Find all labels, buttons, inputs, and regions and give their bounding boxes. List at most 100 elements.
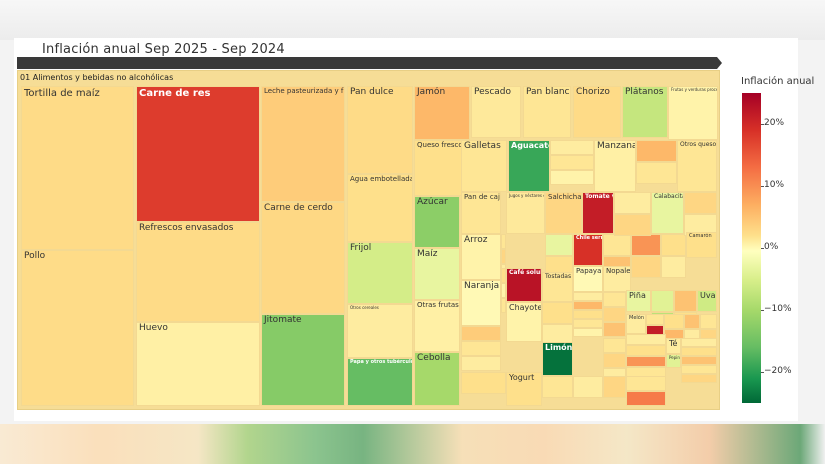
treemap-tile-minor[interactable] [636, 140, 677, 162]
treemap-tile-minor[interactable] [501, 298, 506, 313]
treemap-tile-minor[interactable] [573, 328, 603, 337]
treemap-tile-minor[interactable] [501, 234, 506, 249]
treemap-tile-minor[interactable] [603, 353, 626, 368]
treemap-tile-salchichas[interactable]: Salchichas [545, 192, 582, 234]
treemap-tile-aguacate[interactable]: Aguacate [508, 140, 550, 192]
treemap-tile-otros-quesos[interactable]: Otros quesos [677, 140, 717, 192]
pathbar[interactable] [17, 57, 717, 69]
treemap-tile-frijol[interactable]: Frijol [347, 242, 413, 304]
treemap-tile-pepino[interactable]: Pepino [666, 354, 681, 368]
treemap-tile-minor[interactable] [603, 376, 626, 398]
treemap-tile-minor[interactable] [461, 356, 501, 371]
treemap-tile-minor[interactable] [626, 391, 666, 406]
treemap-tile-minor[interactable] [542, 376, 573, 398]
treemap-tile-pan-blanco[interactable]: Pan blanco [523, 86, 571, 138]
treemap-tile-pina[interactable]: Piña [626, 290, 651, 312]
treemap-tile-minor[interactable] [681, 374, 717, 383]
treemap-tile-minor[interactable] [573, 376, 603, 398]
treemap-tile-minor[interactable] [636, 162, 677, 184]
treemap-tile-minor[interactable] [542, 302, 573, 324]
treemap-tile-minor[interactable] [603, 322, 626, 337]
treemap-tile-minor[interactable] [681, 347, 717, 356]
treemap-tile-minor[interactable] [631, 256, 661, 278]
treemap-tile-carne-de-res[interactable]: Carne de res [136, 86, 260, 222]
treemap-tile-arroz[interactable]: Arroz [461, 234, 501, 280]
treemap-tile-carne-de-cerdo[interactable]: Carne de cerdo [261, 202, 345, 314]
treemap-tile-nopales[interactable]: Nopales [603, 266, 631, 292]
treemap-tile-te[interactable]: Té [666, 338, 681, 354]
treemap-tile-frutas-y-verduras-procesadas[interactable]: Frutas y verduras procesadas [668, 86, 718, 140]
treemap-tile-minor[interactable] [664, 314, 684, 329]
treemap-tile-minor[interactable] [674, 290, 697, 312]
treemap-tile-otras-frutas[interactable]: Otras frutas [414, 300, 460, 352]
treemap-tile-minor[interactable] [614, 214, 651, 236]
treemap-tile-tostadas[interactable]: Tostadas [542, 272, 573, 302]
treemap-tile-refrescos-envasados[interactable]: Refrescos envasados [136, 222, 260, 322]
treemap-tile-galletas[interactable]: Galletas [461, 140, 507, 192]
treemap-tile-minor[interactable] [646, 314, 664, 325]
treemap-tile-minor[interactable] [603, 292, 626, 307]
treemap-tile-agua-embotellada[interactable]: Agua embotellada [347, 174, 413, 242]
treemap-tile-minor[interactable] [603, 307, 626, 322]
treemap-tile-camaron[interactable]: Camarón [686, 232, 717, 258]
treemap-tile-chorizo[interactable]: Chorizo [573, 86, 621, 138]
treemap-tile-minor[interactable] [501, 249, 506, 264]
treemap-tile-minor[interactable] [573, 310, 603, 319]
treemap-tile-yogurt[interactable]: Yogurt [506, 372, 542, 406]
treemap-tile-pan-de-caja[interactable]: Pan de caja [461, 192, 501, 234]
treemap-tile-minor[interactable] [681, 356, 717, 365]
treemap-tile-minor[interactable] [684, 192, 717, 214]
treemap-tile-maiz[interactable]: Maíz [414, 248, 460, 300]
treemap-tile-manzana[interactable]: Manzana [594, 140, 636, 192]
treemap-tile-papaya[interactable]: Papaya [573, 266, 603, 292]
treemap-tile-minor[interactable] [626, 376, 666, 391]
treemap-tile-otros-cereales[interactable]: Otros cereales [347, 304, 413, 358]
treemap-tile-pan-dulce[interactable]: Pan dulce [347, 86, 413, 174]
treemap-tile-minor[interactable] [501, 268, 506, 283]
treemap-tile-huevo[interactable]: Huevo [136, 322, 260, 406]
treemap-tile-minor[interactable] [626, 356, 666, 367]
treemap-tile-naranja[interactable]: Naranja [461, 280, 501, 326]
treemap-tile-minor[interactable] [550, 155, 594, 170]
treemap-tile-melon[interactable]: Melón [626, 314, 646, 334]
treemap-tile-minor[interactable] [573, 319, 603, 328]
treemap-tile-cebolla[interactable]: Cebolla [414, 352, 460, 406]
treemap-tile-minor[interactable] [501, 283, 506, 298]
treemap-tile-minor[interactable] [461, 341, 501, 356]
treemap-tile-azucar[interactable]: Azúcar [414, 196, 460, 248]
treemap-tile-minor[interactable] [461, 372, 506, 394]
treemap-tile-cafe-soluble[interactable]: Café soluble [506, 268, 542, 302]
treemap-tile-jamon[interactable]: Jamón [414, 86, 470, 140]
treemap-tile-minor[interactable] [550, 170, 594, 185]
treemap-tile-jugos-y-nectares-envasados[interactable]: Jugos y néctares envasados [506, 192, 545, 234]
treemap-tile-minor[interactable] [550, 140, 594, 155]
treemap-tile-minor[interactable] [684, 314, 700, 329]
treemap-tile-minor[interactable] [545, 234, 573, 256]
treemap-tile-minor[interactable] [573, 292, 603, 301]
treemap-tile-pescado[interactable]: Pescado [471, 86, 521, 138]
treemap-tile-minor[interactable] [614, 192, 651, 214]
treemap-tile-minor[interactable] [631, 234, 661, 256]
treemap-tile-minor[interactable] [603, 338, 626, 353]
treemap-tile-minor[interactable] [573, 301, 603, 310]
treemap-tile-chile-serrano[interactable]: Chile serrano [573, 234, 603, 266]
treemap-tile-chayote[interactable]: Chayote [506, 302, 542, 342]
treemap-tile-minor[interactable] [651, 290, 674, 312]
treemap-tile-pollo[interactable]: Pollo [21, 250, 134, 406]
treemap-tile-minor[interactable] [700, 314, 717, 329]
treemap-tile-tomate-verde[interactable]: Tomate verde [582, 192, 614, 234]
treemap-tile-leche-pasteurizada-y-fresca[interactable]: Leche pasteurizada y fresca [261, 86, 345, 202]
treemap-tile-jitomate[interactable]: Jitomate [261, 314, 345, 406]
treemap-tile-minor[interactable] [626, 334, 666, 345]
treemap-tile-minor[interactable] [661, 234, 686, 256]
treemap-tile-minor[interactable] [626, 345, 666, 356]
treemap-tile-minor[interactable] [461, 326, 501, 341]
treemap-tile-uva[interactable]: Uva [697, 290, 717, 312]
treemap-tile-limon[interactable]: Limón [542, 342, 573, 376]
treemap-tile-platanos[interactable]: Plátanos [622, 86, 668, 138]
treemap-tile-minor[interactable] [603, 234, 631, 256]
treemap-tile-minor[interactable] [661, 256, 686, 278]
treemap-tile-minor[interactable] [681, 338, 717, 347]
treemap-tile-calabacita[interactable]: Calabacita [651, 192, 684, 234]
treemap-tile-tortilla-de-maiz[interactable]: Tortilla de maíz [21, 86, 134, 250]
